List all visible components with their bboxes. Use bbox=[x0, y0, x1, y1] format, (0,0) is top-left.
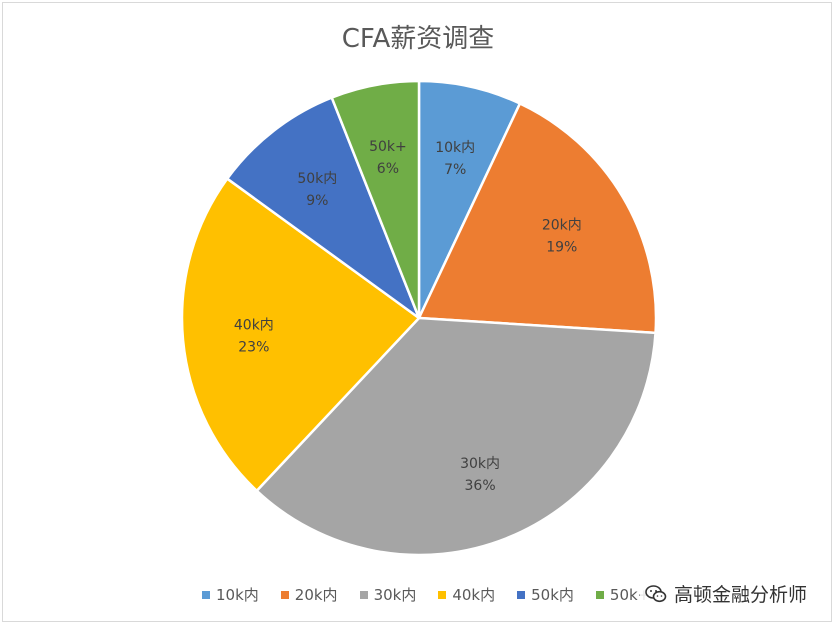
legend-swatch bbox=[517, 590, 526, 599]
legend-swatch bbox=[595, 590, 604, 599]
legend-label: 30k内 bbox=[373, 586, 417, 604]
slice-value-label: 6% bbox=[377, 161, 399, 177]
legend-label: 40k内 bbox=[452, 586, 496, 604]
slice-category-label: 20k内 bbox=[542, 218, 582, 234]
pie-slice-3 bbox=[255, 316, 657, 557]
slice-category-label: 40k内 bbox=[234, 318, 274, 334]
slice-value-label: 36% bbox=[465, 478, 496, 494]
legend-label: 20k内 bbox=[294, 586, 338, 604]
pie-slice-1 bbox=[417, 79, 522, 320]
slice-value-label: 7% bbox=[444, 162, 466, 178]
legend-label: 50k内 bbox=[531, 586, 574, 604]
slice-category-label: 30k内 bbox=[460, 456, 500, 472]
legend-item: 20k内 bbox=[280, 584, 338, 605]
legend-swatch bbox=[202, 590, 210, 599]
pie-slice-5 bbox=[226, 96, 421, 320]
legend-label: 10k内 bbox=[216, 586, 259, 604]
legend-swatch bbox=[359, 590, 368, 599]
legend-item: 40k内 bbox=[438, 584, 495, 605]
slice-category-label: 10k内 bbox=[435, 140, 475, 156]
slice-value-label: 19% bbox=[546, 240, 577, 256]
chart-legend: 10k内 20k内 30k内 40k内 50k内 50k+ bbox=[202, 584, 650, 605]
pie-slice-2 bbox=[417, 102, 658, 335]
chart-title: CFA薪资调查 bbox=[341, 24, 495, 54]
slice-category-label: 50k+ bbox=[369, 139, 407, 155]
pie-slice-6 bbox=[330, 79, 421, 320]
watermark: 高顿金融分析师 bbox=[640, 578, 812, 609]
pie-slice-4 bbox=[180, 177, 421, 493]
slice-value-label: 23% bbox=[238, 340, 269, 356]
legend-swatch bbox=[438, 590, 447, 599]
wechat-icon bbox=[645, 584, 667, 602]
slice-value-label: 9% bbox=[306, 193, 328, 209]
legend-item: 10k内 bbox=[202, 584, 259, 605]
legend-item: 30k内 bbox=[359, 584, 417, 605]
legend-item: 50k内 bbox=[517, 584, 574, 605]
slice-category-label: 50k内 bbox=[297, 171, 337, 187]
legend-swatch bbox=[280, 590, 289, 599]
watermark-text: 高顿金融分析师 bbox=[674, 584, 808, 606]
